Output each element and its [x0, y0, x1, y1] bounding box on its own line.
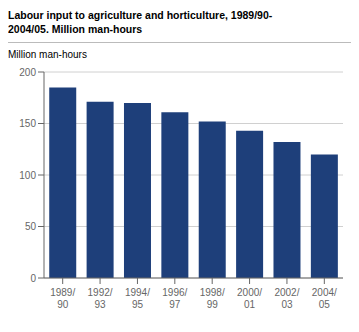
svg-text:2000/01: 2000/01: [237, 287, 262, 310]
svg-text:0: 0: [30, 273, 36, 284]
html-text:Labour input to agriculture an: Labour input to agriculture and horticul…: [8, 9, 273, 21]
svg-text:1992/93: 1992/93: [88, 287, 113, 310]
svg-text:1994/95: 1994/95: [125, 287, 150, 310]
svg-text:1998/99: 1998/99: [200, 287, 225, 310]
svg-text:50: 50: [25, 221, 37, 232]
html-text:2004/05. Million man-hours: 2004/05. Million man-hours: [8, 23, 143, 35]
svg-text:2002/03: 2002/03: [274, 287, 299, 310]
svg-text:150: 150: [19, 118, 36, 129]
svg-text:100: 100: [19, 170, 36, 181]
html-text:Million man-hours: Million man-hours: [8, 49, 87, 60]
svg-text:1996/97: 1996/97: [162, 287, 187, 310]
svg-text:1989/90: 1989/90: [50, 287, 75, 310]
svg-text:2004/05: 2004/05: [312, 287, 337, 310]
svg-text:200: 200: [19, 67, 36, 78]
